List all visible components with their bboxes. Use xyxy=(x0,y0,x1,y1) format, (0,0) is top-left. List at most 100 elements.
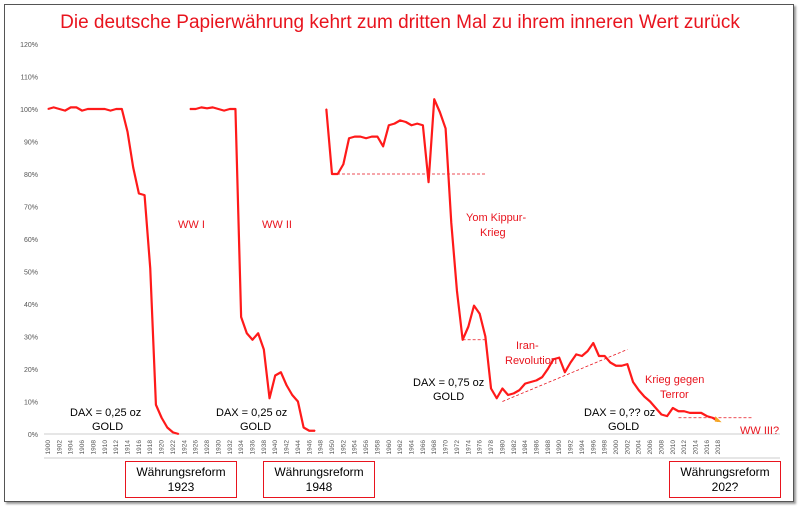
data-point xyxy=(285,384,288,386)
data-point xyxy=(291,394,293,396)
data-point xyxy=(666,415,668,417)
data-point xyxy=(303,426,305,429)
data-point xyxy=(138,192,140,195)
data-point xyxy=(569,361,572,364)
data-point xyxy=(229,108,231,110)
x-tick-label: 2012 xyxy=(681,440,688,455)
annotation-ir2: Revolution xyxy=(505,355,557,367)
annotation-yk1: Yom Kippur- xyxy=(466,212,526,224)
data-point xyxy=(81,110,83,112)
data-point xyxy=(240,316,242,318)
chart-title: Die deutsche Papierwährung kehrt zum dri… xyxy=(60,12,740,33)
x-tick-label: 1946 xyxy=(306,440,313,455)
x-tick-label: 1942 xyxy=(284,440,291,455)
data-point xyxy=(530,381,532,383)
x-tick-label: 1964 xyxy=(409,440,416,455)
data-point xyxy=(677,410,680,412)
x-tick-label: 1910 xyxy=(102,440,109,455)
data-point xyxy=(439,111,441,113)
box-year: 202? xyxy=(711,480,739,494)
x-tick-label: 1950 xyxy=(329,440,336,455)
slide-frame xyxy=(4,4,794,502)
data-point xyxy=(87,108,89,110)
data-point xyxy=(609,361,611,364)
data-point xyxy=(626,363,628,365)
data-point xyxy=(558,357,560,359)
data-point xyxy=(195,108,197,110)
x-tick-label: 2016 xyxy=(704,440,711,455)
y-tick-label: 0% xyxy=(28,432,38,439)
x-tick-label: 1958 xyxy=(374,440,381,455)
annotation-dax4b: GOLD xyxy=(608,421,639,433)
x-tick-label: 1952 xyxy=(340,440,347,455)
box-label: Währungsreform xyxy=(680,465,770,479)
x-tick-label: 1934 xyxy=(238,440,245,455)
x-tick-label: 1902 xyxy=(56,440,63,455)
x-tick-label: 1978 xyxy=(488,440,495,455)
data-point xyxy=(257,332,259,334)
box-reform-1948: Währungsreform 1948 xyxy=(263,461,375,498)
x-tick-label: 1990 xyxy=(556,440,563,455)
x-tick-label: 1914 xyxy=(125,440,132,455)
x-tick-label: 1916 xyxy=(136,440,143,455)
data-point xyxy=(58,108,60,110)
data-point xyxy=(92,108,95,110)
data-point xyxy=(700,412,702,414)
data-point xyxy=(263,348,265,351)
x-tick-label: 1908 xyxy=(90,440,97,455)
x-tick-label: 1966 xyxy=(420,440,427,455)
x-tick-label: 1938 xyxy=(261,440,268,455)
data-point xyxy=(172,431,174,433)
annotation-ir1: Iran- xyxy=(516,340,539,352)
x-tick-label: 2000 xyxy=(613,440,620,455)
y-tick-label: 50% xyxy=(24,270,38,277)
data-point xyxy=(331,173,333,175)
x-tick-label: 1982 xyxy=(511,440,518,455)
data-point xyxy=(694,412,697,414)
x-tick-label: 1992 xyxy=(568,440,575,455)
x-tick-label: 1956 xyxy=(363,440,370,455)
data-point xyxy=(638,389,640,391)
data-point xyxy=(143,194,146,196)
data-point xyxy=(587,350,589,352)
data-point xyxy=(314,430,316,432)
data-point xyxy=(359,136,361,138)
x-tick-label: 1972 xyxy=(454,440,461,455)
data-point xyxy=(354,136,356,138)
data-point xyxy=(132,166,134,169)
data-point xyxy=(155,404,157,406)
box-year: 1923 xyxy=(167,480,195,494)
annotation-ww3: WW III? xyxy=(740,425,779,437)
data-point xyxy=(422,124,424,126)
x-tick-label: 1948 xyxy=(318,440,325,455)
data-point xyxy=(660,413,663,416)
data-point xyxy=(47,108,49,110)
y-tick-label: 60% xyxy=(24,237,38,244)
annotation-dax1a: DAX = 0,25 oz xyxy=(70,407,141,419)
data-point xyxy=(109,110,112,112)
box-label: Währungsreform xyxy=(274,465,364,479)
data-point xyxy=(524,383,526,385)
x-tick-label: 2002 xyxy=(624,440,631,455)
data-point xyxy=(507,394,509,396)
x-tick-label: 1980 xyxy=(499,440,506,455)
data-point xyxy=(643,396,646,398)
data-point xyxy=(98,108,100,110)
box-label: Währungsreform xyxy=(136,465,226,479)
x-tick-label: 1970 xyxy=(443,440,450,455)
data-point xyxy=(456,290,458,292)
data-point xyxy=(200,106,202,108)
x-tick-label: 1936 xyxy=(249,440,256,455)
data-point xyxy=(575,353,577,355)
data-point xyxy=(672,407,674,409)
data-point xyxy=(501,387,503,390)
x-tick-label: 1996 xyxy=(590,440,597,455)
x-tick-label: 2010 xyxy=(670,440,677,455)
x-tick-label: 1986 xyxy=(533,440,540,455)
x-tick-label: 1954 xyxy=(352,440,359,455)
data-point xyxy=(70,106,72,108)
data-point xyxy=(552,358,555,360)
data-point xyxy=(535,379,538,381)
data-point xyxy=(445,127,447,130)
